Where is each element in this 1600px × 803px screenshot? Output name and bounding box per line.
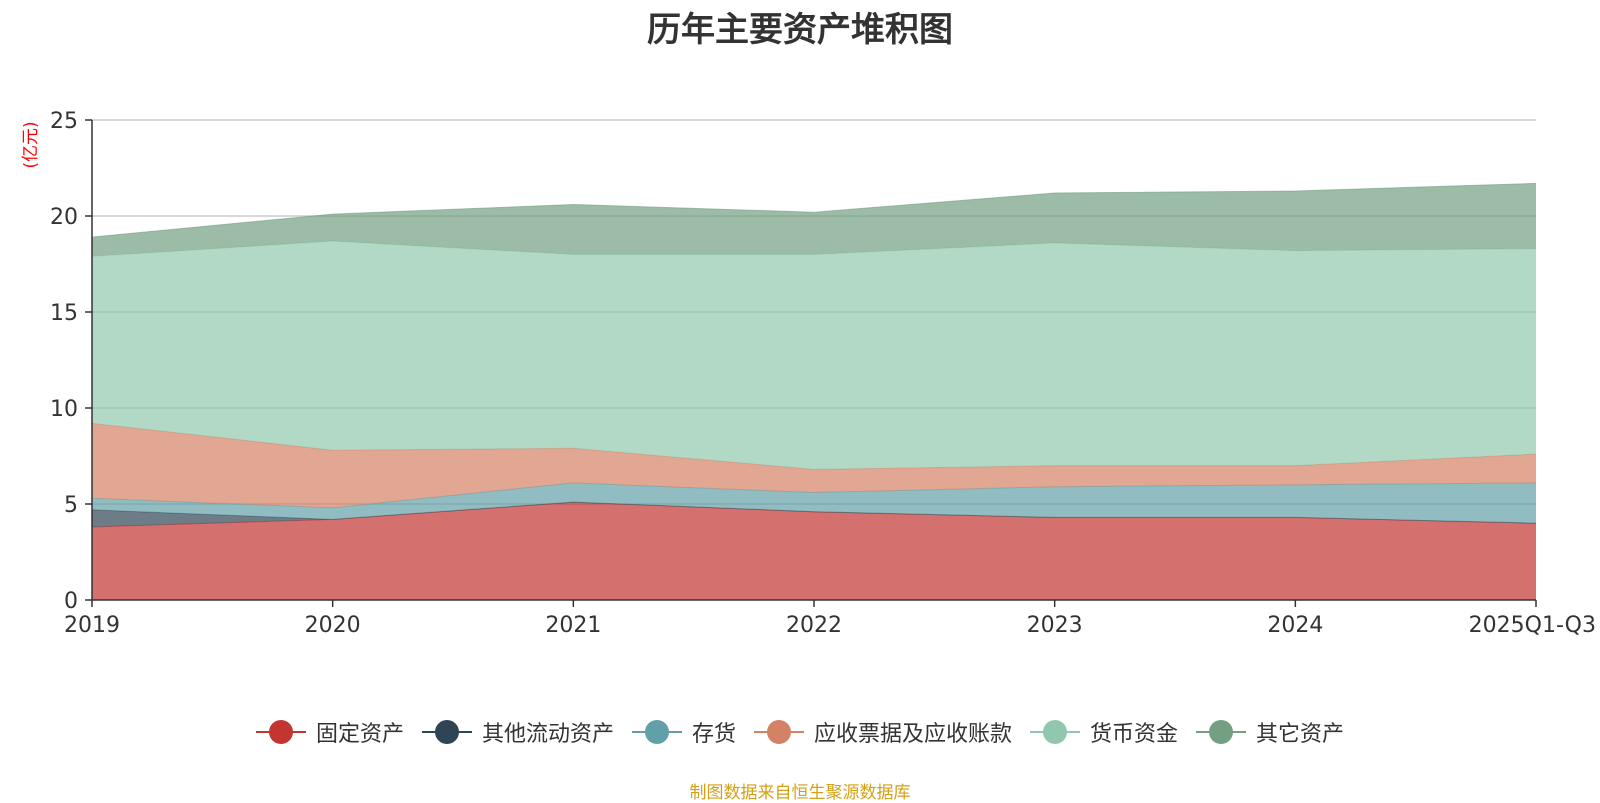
legend-label: 固定资产 <box>315 722 404 747</box>
legend-label: 存货 <box>691 722 736 747</box>
y-tick-label: 15 <box>50 301 78 326</box>
area-应收票据及应收账款 <box>92 423 1536 508</box>
legend-item[interactable]: 货币资金 <box>1030 716 1178 748</box>
y-tick-label: 25 <box>50 109 78 134</box>
legend-marker-icon <box>754 720 804 744</box>
area-存货 <box>92 482 1536 524</box>
axes: 0 5 10 15 20 25 2019 2020 2021 2022 2023 2024 2025Q1… <box>50 109 1596 638</box>
x-tick-label: 2019 <box>64 613 120 638</box>
legend-marker-icon <box>255 720 306 744</box>
x-tick-label: 2022 <box>786 613 842 638</box>
legend-label: 货币资金 <box>1090 722 1179 747</box>
x-tick-label: 2024 <box>1267 613 1323 638</box>
stacked-areas <box>91 182 1537 600</box>
y-tick-label: 20 <box>50 205 78 230</box>
area-固定资产 <box>92 502 1536 600</box>
series-line-其它资产 <box>91 182 1537 238</box>
legend-item[interactable]: 其它资产 <box>1196 716 1344 748</box>
x-tick-label: 2021 <box>545 613 601 638</box>
area-其它资产 <box>92 183 1536 257</box>
y-tick-label: 5 <box>64 493 78 518</box>
legend-marker-icon <box>1030 720 1081 744</box>
area-货币资金 <box>92 241 1536 470</box>
y-axis-label: (亿元) <box>21 121 41 168</box>
legend-item[interactable]: 固定资产 <box>255 716 404 748</box>
legend-marker-icon <box>631 720 682 744</box>
legend-item[interactable]: 其他流动资产 <box>421 716 614 748</box>
x-tick-label: 2020 <box>305 613 361 638</box>
chart-title: 历年主要资产堆积图 <box>647 10 953 50</box>
x-tick-label: 2025Q1-Q3 <box>1469 613 1596 638</box>
legend-item[interactable]: 存货 <box>631 716 736 748</box>
chart-legend: 固定资产 其他流动资产 存货 应收票据及应收账款 货币资金 其它资产 <box>0 716 1600 748</box>
x-tick-label: 2023 <box>1027 613 1083 638</box>
legend-marker-icon <box>421 720 472 744</box>
y-tick-label: 10 <box>50 397 78 422</box>
legend-item[interactable]: 应收票据及应收账款 <box>754 716 1012 748</box>
source-note: 制图数据来自恒生聚源数据库 <box>689 783 911 803</box>
legend-marker-icon <box>1196 720 1247 744</box>
legend-label: 其他流动资产 <box>481 722 614 747</box>
y-tick-label: 0 <box>64 589 78 614</box>
chart-canvas: 0 5 10 15 20 25 2019 2020 2021 2022 2023 2024 2025Q1… <box>21 109 1596 638</box>
legend-label: 其它资产 <box>1256 722 1345 747</box>
legend-label: 应收票据及应收账款 <box>814 722 1013 747</box>
